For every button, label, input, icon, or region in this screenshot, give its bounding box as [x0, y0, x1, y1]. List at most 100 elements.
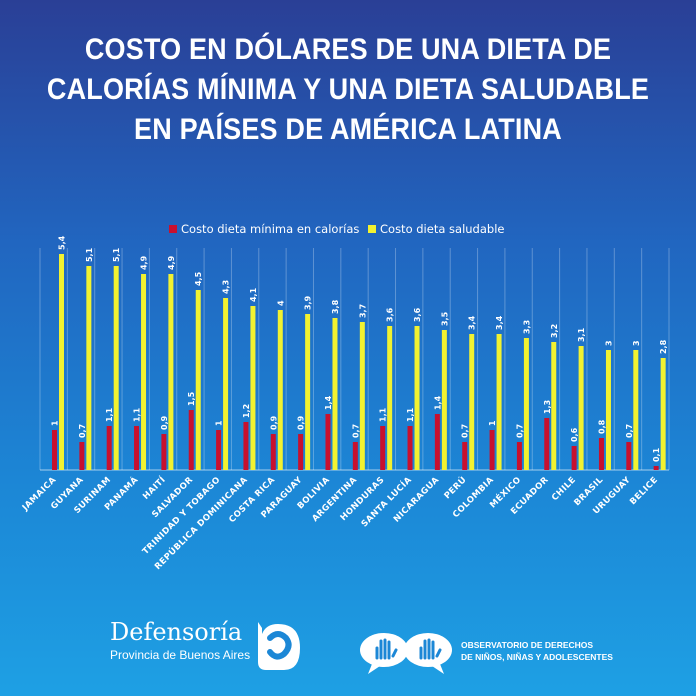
bar	[626, 442, 632, 470]
data-label: 1,5	[187, 391, 196, 406]
data-label: 1	[488, 420, 497, 426]
data-label: 3,5	[440, 311, 449, 326]
bar	[243, 422, 249, 470]
bar	[387, 326, 393, 470]
legend-label: Costo dieta mínima en calorías	[181, 222, 359, 236]
data-label: 1,1	[406, 407, 415, 422]
bar	[660, 358, 666, 470]
bar	[352, 442, 358, 470]
data-label: 1,4	[433, 395, 442, 410]
bar	[578, 346, 584, 470]
data-label: 5,1	[85, 247, 94, 262]
data-label: 4,1	[249, 287, 258, 302]
bar	[598, 438, 604, 470]
bar	[633, 350, 639, 470]
data-label: 0,9	[269, 415, 278, 430]
bar	[332, 318, 338, 470]
bar	[270, 434, 276, 470]
bar	[380, 426, 386, 470]
bar	[462, 442, 468, 470]
bar	[168, 274, 174, 470]
bar	[134, 426, 140, 470]
data-label: 5,1	[112, 247, 121, 262]
data-label: 0,9	[297, 415, 306, 430]
bar	[407, 426, 413, 470]
data-label: 3,6	[386, 307, 395, 322]
bar	[605, 350, 611, 470]
data-label: 1,1	[379, 407, 388, 422]
data-label: 0,9	[160, 415, 169, 430]
data-label: 0,7	[461, 424, 470, 438]
legend-swatch	[368, 225, 376, 233]
bar	[277, 310, 283, 470]
bar	[59, 254, 64, 470]
bar	[86, 266, 92, 470]
observatory-name: OBSERVATORIO DE DERECHOS DE NIÑOS, NIÑAS…	[461, 639, 661, 663]
data-label: 3,6	[413, 307, 422, 322]
data-label: 4,9	[167, 255, 176, 270]
bar	[52, 430, 57, 470]
data-label: 0,7	[351, 424, 360, 438]
chart-title: COSTO EN DÓLARES DE UNA DIETA DE CALORÍA…	[35, 30, 661, 150]
data-label: 0,7	[78, 424, 87, 438]
category-label: PERÚ	[441, 474, 469, 502]
defensoria-brand: Defensoría Provincia de Buenos Aires	[110, 618, 250, 662]
data-label: 4	[276, 300, 285, 306]
defensoria-logo-icon	[258, 622, 300, 670]
data-label: 3,4	[468, 315, 477, 330]
data-label: 3,1	[577, 327, 586, 342]
data-label: 3,2	[550, 324, 559, 338]
bar	[523, 338, 529, 470]
bar	[223, 298, 229, 470]
bar	[414, 326, 420, 470]
data-label: 1,2	[242, 404, 251, 418]
data-label: 1	[215, 420, 224, 426]
bar	[516, 442, 522, 470]
data-label: 5,4	[58, 235, 67, 250]
bar	[571, 446, 577, 470]
data-label: 0,8	[597, 419, 606, 434]
data-label: 3	[604, 340, 613, 346]
bar	[161, 434, 167, 470]
legend-label: Costo dieta saludable	[380, 222, 504, 236]
bar	[434, 414, 440, 470]
data-label: 0,7	[515, 424, 524, 438]
bar	[489, 430, 495, 470]
data-label: 1,4	[324, 395, 333, 410]
data-label: 3,7	[358, 304, 367, 318]
bar	[441, 330, 447, 470]
data-label: 2,8	[659, 339, 668, 354]
bar	[195, 290, 201, 470]
bar	[359, 322, 365, 470]
legend-swatch	[169, 225, 177, 233]
title-line-1: COSTO EN DÓLARES DE UNA DIETA DE	[84, 33, 612, 66]
data-label: 0,6	[570, 427, 579, 442]
bar	[113, 266, 119, 470]
category-label: HAITÍ	[140, 474, 168, 502]
bar	[106, 426, 112, 470]
data-label: 4,9	[140, 255, 149, 270]
bar	[305, 314, 311, 470]
observatory-line-1: OBSERVATORIO DE DERECHOS	[461, 640, 594, 650]
data-label: 3,4	[495, 315, 504, 330]
bar	[188, 410, 194, 470]
bar	[653, 466, 659, 470]
data-label: 3	[632, 340, 641, 346]
data-label: 4,3	[222, 280, 231, 294]
data-label: 0,7	[625, 424, 634, 438]
org-subtitle: Provincia de Buenos Aires	[110, 648, 251, 662]
bar	[469, 334, 475, 470]
org-name: Defensoría	[110, 618, 243, 646]
bar	[298, 434, 304, 470]
bar	[544, 418, 550, 470]
data-label: 0,1	[652, 447, 661, 462]
bar	[216, 430, 222, 470]
data-label: 1,1	[105, 407, 114, 422]
bar	[325, 414, 331, 470]
data-label: 3,8	[331, 299, 340, 314]
observatory-hands-icon	[360, 633, 452, 674]
data-label: 1,3	[543, 400, 552, 414]
observatory-line-2: DE NIÑOS, NIÑAS Y ADOLESCENTES	[461, 652, 613, 662]
data-label: 4,5	[194, 271, 203, 286]
